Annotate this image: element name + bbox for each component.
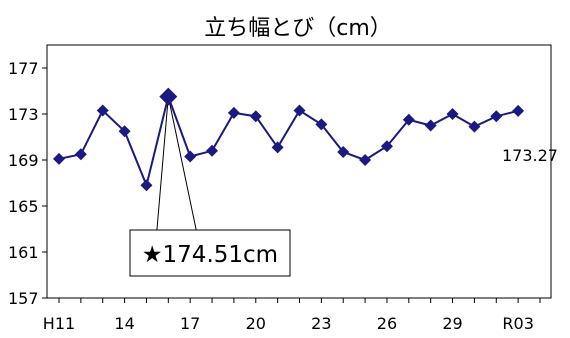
- data-point: [140, 179, 153, 192]
- data-point: [293, 104, 306, 117]
- data-point: [96, 104, 109, 117]
- data-point: [402, 113, 415, 126]
- y-tick-label: 173: [8, 105, 39, 124]
- x-tick-label: 14: [114, 314, 134, 333]
- x-tick-label: 29: [442, 314, 462, 333]
- data-point: [118, 125, 131, 138]
- data-point: [380, 140, 393, 153]
- x-tick-label: H11: [43, 314, 75, 333]
- x-tick-label: R03: [502, 314, 533, 333]
- chart-title: 立ち幅とび（cm）: [204, 16, 392, 41]
- data-point: [512, 104, 525, 117]
- data-point: [206, 144, 219, 157]
- data-point: [446, 108, 459, 120]
- data-point-max: [159, 87, 178, 106]
- callout-frame: [129, 229, 291, 277]
- x-tick-label: 17: [180, 314, 200, 333]
- data-point: [424, 119, 437, 132]
- callout-box: ★174.51cm: [129, 229, 291, 277]
- data-point: [359, 154, 372, 166]
- data-point: [227, 106, 240, 119]
- plot-area: [46, 44, 552, 299]
- x-axis: H11 14 17 20 23 26 29 R03: [43, 298, 541, 333]
- x-tick-label: 20: [246, 314, 266, 333]
- callout-label: ★174.51cm: [142, 242, 278, 268]
- callout-leader: [167, 96, 197, 230]
- y-tick-label: 169: [8, 151, 39, 170]
- data-points: [53, 87, 525, 192]
- x-tick-label: 26: [377, 314, 397, 333]
- data-point: [468, 120, 481, 133]
- callout-leader: [156, 96, 169, 230]
- data-point: [184, 150, 197, 163]
- y-tick-label: 177: [8, 59, 39, 78]
- y-tick-label: 161: [8, 243, 39, 262]
- y-tick-label: 157: [8, 289, 39, 308]
- data-point: [271, 141, 284, 154]
- data-point: [490, 110, 503, 123]
- data-point: [249, 110, 262, 123]
- x-tick-label: 23: [311, 314, 331, 333]
- end-value-label: 173.27: [502, 146, 558, 165]
- data-point: [315, 118, 328, 131]
- data-point: [337, 145, 350, 158]
- y-axis: 157 161 165 169 173 177: [8, 59, 47, 308]
- y-tick-label: 165: [8, 197, 39, 216]
- data-point: [53, 152, 65, 165]
- series-line: [58, 93, 519, 189]
- data-point: [74, 148, 87, 161]
